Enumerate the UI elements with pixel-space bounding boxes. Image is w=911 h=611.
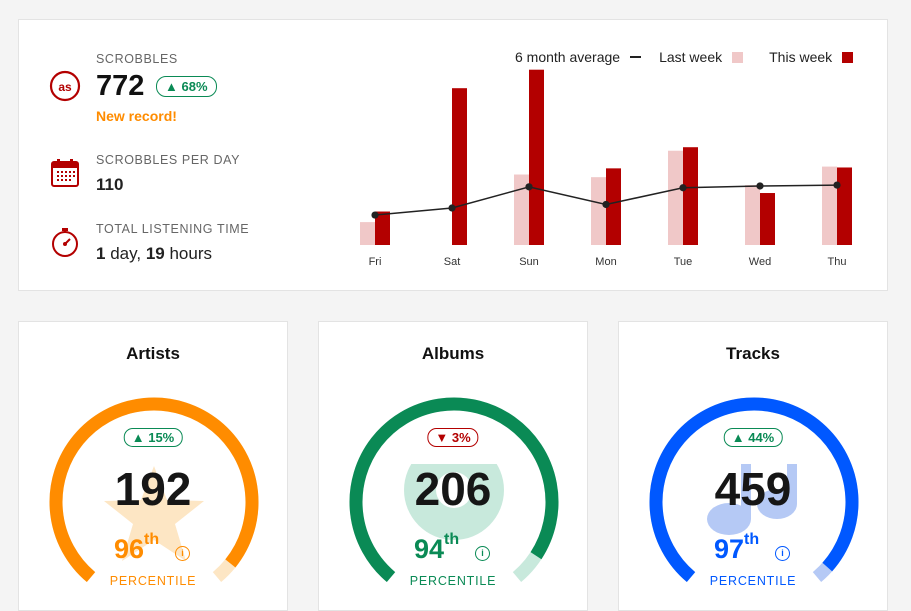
chart-legend: 6 month average Last week This week	[515, 48, 854, 66]
disc-icon	[404, 464, 504, 540]
scrobbles-label: SCROBBLES	[96, 52, 178, 66]
tracks-count: 459	[714, 463, 792, 515]
average-point-sun	[525, 183, 533, 191]
legend-last-week-swatch	[732, 51, 744, 63]
calendar-icon	[51, 159, 79, 187]
artists-change-badge: ▲ 15%	[123, 428, 183, 447]
new-record-label: New record!	[96, 108, 177, 124]
legend-this-week-label: This week	[769, 49, 833, 66]
albums-percentile: 94th	[414, 531, 460, 565]
albums-percentile-label: PERCENTILE	[409, 574, 497, 588]
x-tick-mon: Mon	[595, 256, 616, 268]
music-note-icon	[707, 464, 797, 535]
bar-this-week-mon	[606, 168, 621, 245]
listening-days-unit: day,	[110, 244, 142, 263]
bar-this-week-thu	[837, 167, 852, 245]
star-icon	[104, 466, 204, 561]
listening-hours-unit: hours	[169, 244, 212, 263]
weekly-scrobbles-chart: Fri Sat Sun Mon Tue Wed Thu	[360, 69, 852, 268]
listening-time-value: 1 day, 19 hours	[96, 244, 212, 264]
bar-last-week-tue	[668, 150, 683, 245]
tracks-percentile-suffix: th	[744, 531, 760, 548]
info-icon[interactable]: i	[475, 546, 490, 561]
legend-average-swatch	[630, 56, 642, 59]
average-point-sat	[448, 204, 456, 212]
listening-days: 1	[96, 244, 106, 263]
albums-percentile-value: 94	[414, 534, 445, 564]
bar-last-week-thu	[822, 166, 837, 245]
albums-percentile-suffix: th	[444, 531, 460, 548]
bar-last-week-sun	[514, 174, 529, 245]
albums-gauge	[349, 397, 559, 583]
bar-this-week-sat	[452, 88, 467, 245]
artists-percentile: 96th	[114, 531, 160, 565]
albums-gauge-fill	[349, 397, 559, 583]
bar-last-week-fri	[360, 222, 375, 245]
x-tick-sat: Sat	[444, 256, 461, 268]
tracks-gauge-fill	[649, 397, 859, 583]
average-point-mon	[602, 200, 610, 209]
scrobbles-change-badge: ▲ 68%	[156, 76, 217, 97]
tracks-title: Tracks	[726, 344, 780, 363]
artists-gauge	[49, 397, 259, 583]
info-icon[interactable]: i	[175, 546, 190, 561]
x-tick-wed: Wed	[749, 256, 771, 268]
albums-title: Albums	[421, 344, 485, 363]
artists-percentile-suffix: th	[144, 531, 160, 548]
artists-percentile-value: 96	[114, 534, 145, 564]
bar-this-week-wed	[760, 193, 775, 245]
bar-this-week-sun	[529, 69, 544, 245]
albums-count: 206	[414, 463, 492, 515]
artists-title: Artists	[126, 344, 180, 363]
artists-gauge-fill	[49, 397, 259, 583]
artists-count: 192	[114, 463, 192, 515]
artists-card: Artists ▲ 15% 192 96th i PERCENTILE	[18, 321, 288, 611]
tracks-percentile: 97th	[714, 531, 760, 565]
scrobbles-count: 772	[96, 70, 145, 102]
x-tick-tue: Tue	[674, 256, 693, 268]
x-tick-sun: Sun	[519, 256, 539, 268]
artists-percentile-label: PERCENTILE	[109, 574, 197, 588]
listening-time-label: TOTAL LISTENING TIME	[96, 222, 250, 236]
x-tick-fri: Fri	[369, 256, 382, 268]
tracks-percentile-label: PERCENTILE	[709, 574, 797, 588]
tracks-percentile-value: 97	[714, 534, 745, 564]
albums-change-badge: ▼ 3%	[427, 428, 479, 447]
scrobbles-per-day-label: SCROBBLES PER DAY	[96, 153, 241, 167]
bar-last-week-wed	[745, 185, 760, 245]
legend-average-label: 6 month average	[515, 49, 621, 66]
average-point-fri	[371, 211, 379, 219]
x-tick-thu: Thu	[828, 256, 847, 268]
tracks-card: Tracks ▲ 44% 459 97th i PERCENTILE	[618, 321, 888, 611]
scrobbles-per-day-value: 110	[96, 175, 124, 194]
svg-text:as: as	[58, 80, 72, 94]
bar-this-week-fri	[375, 211, 390, 245]
tracks-change: 44%	[748, 430, 775, 445]
scrobbles-change: 68%	[181, 79, 208, 94]
tracks-change-badge: ▲ 44%	[723, 428, 783, 447]
stopwatch-icon	[52, 228, 78, 257]
average-point-thu	[833, 181, 841, 189]
legend-this-week-swatch	[842, 51, 854, 63]
bar-last-week-mon	[591, 177, 606, 245]
albums-change: 3%	[451, 430, 471, 445]
weekly-summary-card: as SCROBBLES 772 ▲ 68% New record! SCROB…	[18, 19, 888, 291]
artists-change: 15%	[148, 430, 175, 445]
info-icon[interactable]: i	[775, 546, 790, 561]
listening-hours: 19	[145, 244, 165, 263]
average-point-wed	[756, 182, 764, 190]
average-point-tue	[679, 184, 687, 192]
albums-card: Albums ▼ 3% 206 94th i PERCENTILE	[318, 321, 588, 611]
legend-last-week-label: Last week	[659, 49, 723, 66]
lastfm-icon: as	[49, 70, 81, 102]
bar-this-week-tue	[683, 147, 698, 245]
tracks-gauge	[649, 397, 859, 583]
